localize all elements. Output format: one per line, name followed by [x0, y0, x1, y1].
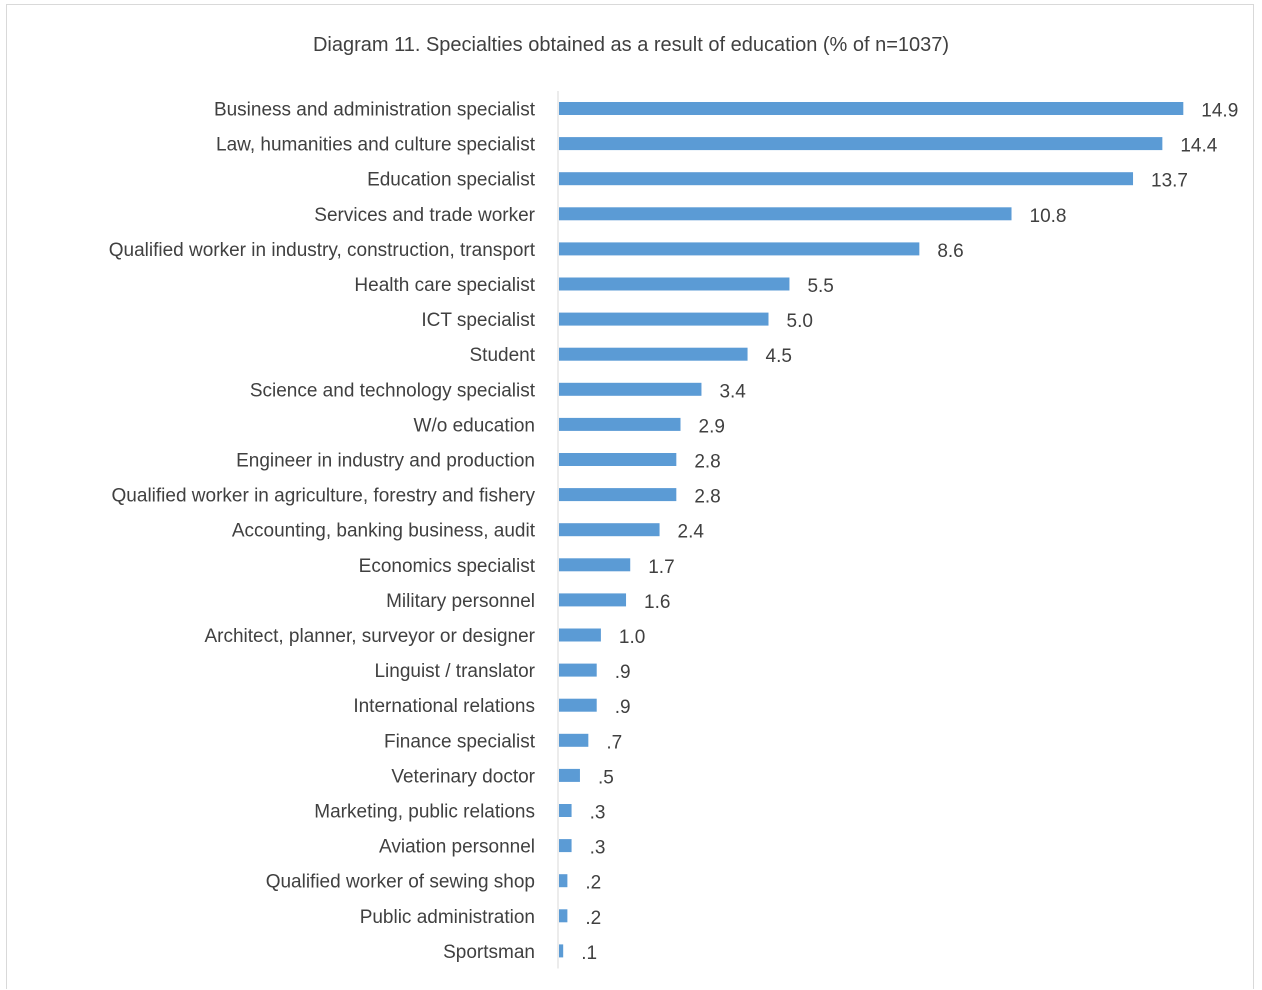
bar: [559, 628, 601, 642]
category-label: Education specialist: [367, 170, 536, 191]
data-label: 3.4: [719, 381, 746, 402]
bar: [559, 347, 748, 361]
category-label: Aviation personnel: [379, 837, 535, 858]
data-label: 1.0: [619, 627, 645, 648]
category-label: Linguist / translator: [374, 661, 535, 682]
data-label: .5: [598, 767, 614, 788]
category-label: Economics specialist: [359, 556, 536, 577]
category-label: Accounting, banking business, audit: [232, 521, 536, 542]
data-label: 4.5: [766, 346, 792, 367]
data-label: 1.7: [648, 557, 674, 578]
bar: [559, 804, 572, 817]
category-labels: Business and administration specialist La…: [109, 100, 536, 963]
category-label: International relations: [353, 696, 535, 717]
bar: [559, 172, 1134, 186]
bar: [559, 523, 660, 537]
bar: [559, 102, 1184, 115]
data-label: .9: [615, 697, 631, 718]
data-label: 2.8: [694, 452, 720, 473]
bar: [559, 768, 580, 782]
data-label: 10.8: [1030, 206, 1067, 227]
bar: [559, 277, 790, 291]
bar: [559, 137, 1163, 151]
data-label: .9: [615, 662, 631, 683]
category-label: Qualified worker in industry, constructi…: [109, 240, 536, 261]
bar: [559, 909, 568, 923]
category-label: Veterinary doctor: [391, 766, 535, 787]
bars-layer: [559, 102, 1184, 958]
bar: [559, 698, 597, 712]
data-label: .2: [585, 908, 601, 929]
category-label: Architect, planner, surveyor or designer: [204, 626, 535, 647]
bar: [559, 207, 1012, 221]
bar: [559, 839, 572, 853]
bar: [559, 242, 920, 256]
data-label: 1.6: [644, 592, 670, 613]
category-label: Science and technology specialist: [250, 380, 536, 401]
bar: [559, 312, 769, 326]
category-label: Public administration: [360, 907, 535, 928]
bar: [559, 593, 627, 607]
category-label: Law, humanities and culture specialist: [216, 135, 536, 156]
data-label: .3: [590, 838, 606, 859]
data-label: 2.9: [699, 416, 725, 437]
data-label: .2: [585, 873, 601, 894]
data-label: 14.4: [1180, 136, 1217, 157]
data-label: 2.8: [694, 487, 720, 508]
bar-chart: Diagram 11. Specialties obtained as a re…: [109, 34, 1238, 969]
bar: [559, 733, 589, 747]
chart-title: Diagram 11. Specialties obtained as a re…: [313, 34, 949, 56]
bar: [559, 558, 631, 572]
data-label: .1: [581, 943, 597, 964]
bar: [559, 453, 677, 466]
bar: [559, 488, 677, 502]
chart-frame: Diagram 11. Specialties obtained as a re…: [6, 4, 1254, 989]
bar: [559, 382, 702, 396]
category-label: Services and trade worker: [314, 205, 535, 226]
category-label: W/o education: [414, 415, 535, 436]
data-label: 5.5: [807, 276, 833, 297]
category-label: Military personnel: [386, 591, 535, 612]
category-label: Finance specialist: [384, 731, 536, 752]
value-labels: 14.9 14.4 13.7 10.8 8.6 5.5 5.0 4.5 3.4 2.9 2.8 2.8…: [581, 101, 1238, 964]
category-label: Qualified worker in agriculture, forestr…: [112, 486, 536, 507]
category-label: Student: [470, 345, 536, 366]
data-label: 8.6: [937, 241, 963, 262]
data-label: 13.7: [1151, 171, 1188, 192]
data-label: .3: [590, 803, 606, 824]
category-label: Business and administration specialist: [214, 100, 536, 121]
category-label: Qualified worker of sewing shop: [266, 872, 535, 893]
bar: [559, 874, 568, 888]
category-label: Marketing, public relations: [314, 802, 535, 823]
data-label: .7: [606, 732, 622, 753]
category-label: Sportsman: [443, 942, 535, 963]
category-label: Engineer in industry and production: [236, 451, 535, 472]
bar: [559, 663, 597, 677]
bar: [559, 944, 564, 958]
category-label: ICT specialist: [421, 310, 535, 331]
bar: [559, 417, 681, 431]
data-label: 2.4: [678, 522, 705, 543]
data-label: 5.0: [787, 311, 813, 332]
data-label: 14.9: [1201, 101, 1238, 122]
category-label: Health care specialist: [354, 275, 535, 296]
